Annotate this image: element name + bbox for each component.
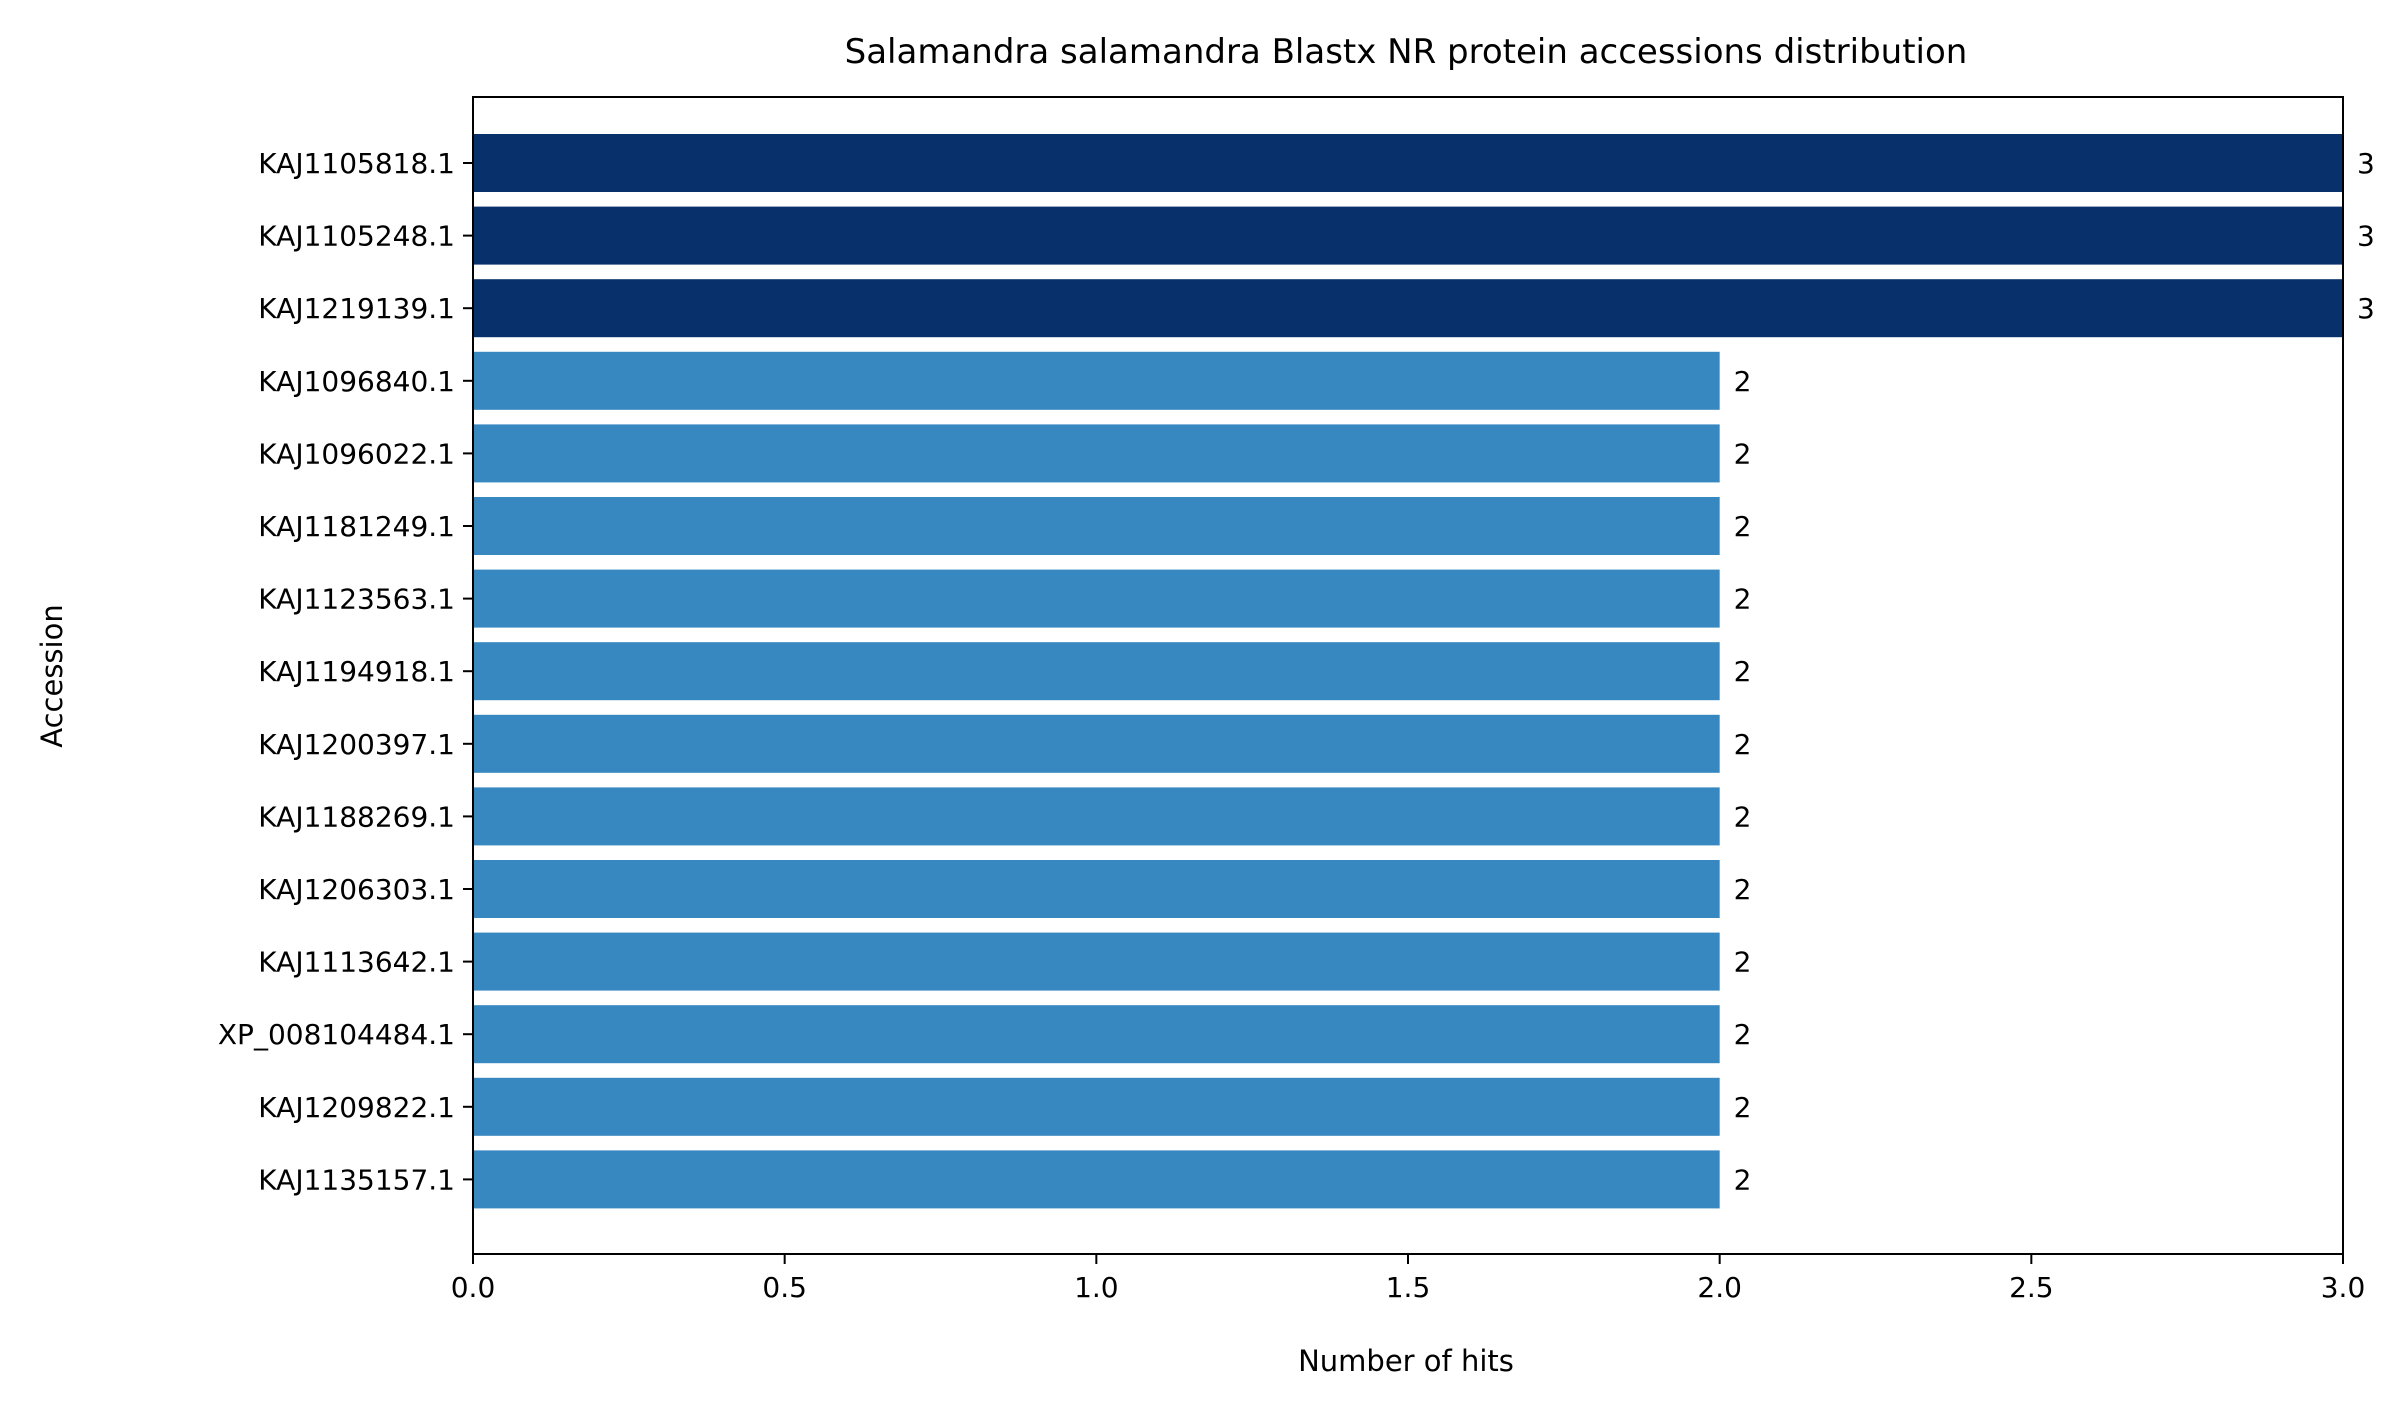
- bar-KAJ1194918.1: [473, 642, 1720, 701]
- y-tick-label-KAJ1096022.1: KAJ1096022.1: [258, 437, 455, 470]
- data-label-KAJ1123563.1: 2: [1734, 583, 1752, 616]
- y-tick-label-KAJ1181249.1: KAJ1181249.1: [258, 510, 455, 543]
- y-tick-label-KAJ1206303.1: KAJ1206303.1: [258, 873, 455, 906]
- y-axis-ticks: KAJ1105818.1 KAJ1105248.1 KAJ1219139.1 KAJ1…: [218, 147, 473, 1196]
- data-label-KAJ1194918.1: 2: [1734, 655, 1752, 688]
- bar-XP_008104484.1: [473, 1005, 1720, 1064]
- data-label-KAJ1135157.1: 2: [1734, 1163, 1752, 1196]
- x-axis-ticks: 0.0 0.5 1.0 1.5 2.0 2.5 3.0: [451, 1254, 2366, 1304]
- bar-KAJ1105248.1: [473, 206, 2343, 265]
- bar-labels-group: 3 3 3 2 2 2 2 2 2 2 2 2 2 2 2: [1734, 147, 2375, 1196]
- x-tick-label-2.0: 2.0: [1697, 1271, 1742, 1304]
- y-tick-label-KAJ1219139.1: KAJ1219139.1: [258, 292, 455, 325]
- bar-KAJ1200397.1: [473, 714, 1720, 773]
- data-label-KAJ1113642.1: 2: [1734, 946, 1752, 979]
- bar-KAJ1105818.1: [473, 134, 2343, 192]
- y-tick-label-KAJ1209822.1: KAJ1209822.1: [258, 1091, 455, 1124]
- x-tick-label-0.0: 0.0: [451, 1271, 496, 1304]
- y-tick-label-KAJ1113642.1: KAJ1113642.1: [258, 946, 455, 979]
- data-label-KAJ1105248.1: 3: [2357, 220, 2375, 253]
- y-tick-label-KAJ1200397.1: KAJ1200397.1: [258, 728, 455, 761]
- chart-title: Salamandra salamandra Blastx NR protein …: [845, 32, 1968, 72]
- plot-frame: [472, 96, 2344, 1255]
- bars-group: [473, 134, 2343, 1209]
- y-tick-label-XP_008104484.1: XP_008104484.1: [218, 1018, 455, 1051]
- bar-KAJ1113642.1: [473, 932, 1720, 991]
- data-label-KAJ1181249.1: 2: [1734, 510, 1752, 543]
- y-tick-label-KAJ1105248.1: KAJ1105248.1: [258, 220, 455, 253]
- data-label-KAJ1105818.1: 3: [2357, 147, 2375, 180]
- x-tick-label-3.0: 3.0: [2321, 1271, 2366, 1304]
- bar-KAJ1096840.1: [473, 351, 1720, 410]
- data-label-KAJ1206303.1: 2: [1734, 873, 1752, 906]
- data-label-KAJ1096022.1: 2: [1734, 437, 1752, 470]
- bar-KAJ1219139.1: [473, 279, 2343, 338]
- data-label-KAJ1209822.1: 2: [1734, 1091, 1752, 1124]
- bar-KAJ1188269.1: [473, 787, 1720, 846]
- y-tick-label-KAJ1096840.1: KAJ1096840.1: [258, 365, 455, 398]
- data-label-KAJ1219139.1: 3: [2357, 292, 2375, 325]
- data-label-XP_008104484.1: 2: [1734, 1018, 1752, 1051]
- data-label-KAJ1096840.1: 2: [1734, 365, 1752, 398]
- y-tick-label-KAJ1188269.1: KAJ1188269.1: [258, 800, 455, 833]
- y-tick-label-KAJ1105818.1: KAJ1105818.1: [258, 147, 455, 180]
- x-tick-label-1.0: 1.0: [1074, 1271, 1119, 1304]
- x-axis-label: Number of hits: [1298, 1344, 1514, 1378]
- bar-KAJ1206303.1: [473, 860, 1720, 918]
- bar-KAJ1135157.1: [473, 1150, 1720, 1209]
- x-tick-label-0.5: 0.5: [762, 1271, 807, 1304]
- bar-KAJ1123563.1: [473, 569, 1720, 628]
- x-tick-label-2.5: 2.5: [2009, 1271, 2054, 1304]
- y-tick-label-KAJ1123563.1: KAJ1123563.1: [258, 583, 455, 616]
- y-tick-label-KAJ1194918.1: KAJ1194918.1: [258, 655, 455, 688]
- data-label-KAJ1200397.1: 2: [1734, 728, 1752, 761]
- bar-KAJ1181249.1: [473, 497, 1720, 555]
- bar-KAJ1209822.1: [473, 1077, 1720, 1136]
- y-axis-label: Accession: [35, 604, 69, 747]
- y-tick-label-KAJ1135157.1: KAJ1135157.1: [258, 1163, 455, 1196]
- bar-KAJ1096022.1: [473, 424, 1720, 483]
- data-label-KAJ1188269.1: 2: [1734, 800, 1752, 833]
- x-tick-label-1.5: 1.5: [1386, 1271, 1431, 1304]
